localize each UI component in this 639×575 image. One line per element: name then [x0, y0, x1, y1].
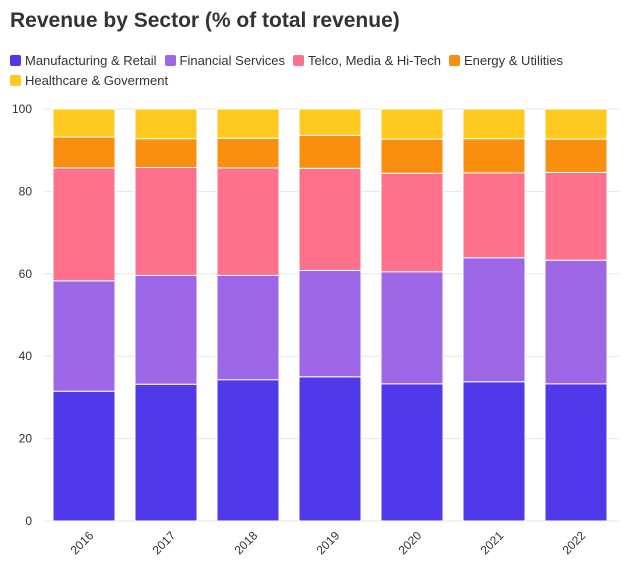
bar-segment	[298, 270, 362, 378]
legend-swatch	[164, 55, 176, 66]
bar-segment	[544, 171, 608, 261]
bar-segment	[52, 280, 116, 392]
x-tick-label: 2021	[478, 528, 507, 557]
bar-stack-2020	[380, 108, 444, 522]
y-tick-label: 0	[25, 514, 32, 528]
bar-stack-2019	[298, 108, 362, 522]
legend-swatch	[10, 55, 21, 66]
bar-segment	[216, 167, 280, 276]
legend-label: Telco, Media & Hi-Tech	[308, 53, 441, 68]
bar-stack-2021	[462, 108, 526, 522]
x-axis-ticks: 2016 2017 2018 2019 2020 2021 2022	[68, 528, 589, 557]
bar-segment	[298, 134, 362, 169]
legend-item: Healthcare & Goverment	[10, 72, 168, 89]
bar-segment	[52, 167, 116, 282]
chart-title: Revenue by Sector (% of total revenue)	[10, 9, 400, 32]
legend-swatch	[448, 55, 460, 66]
x-tick-label: 2020	[396, 528, 425, 557]
legend-item: Manufacturing & Retail	[10, 52, 157, 69]
bar-segment	[380, 271, 444, 385]
y-tick-label: 60	[19, 267, 33, 281]
legend-item: Financial Services	[164, 52, 286, 69]
y-tick-label: 40	[19, 349, 33, 363]
bar-segment	[216, 108, 280, 139]
bar-segment	[544, 259, 608, 385]
bar-segment	[134, 138, 198, 169]
bar-segment	[134, 383, 198, 522]
bar-segment	[298, 376, 362, 522]
y-tick-label: 80	[19, 184, 33, 198]
bar-segment	[52, 108, 116, 138]
bar-segment	[380, 383, 444, 522]
x-tick-label: 2019	[314, 528, 343, 557]
x-tick-label: 2018	[232, 528, 261, 557]
bar-stack-2018	[216, 108, 280, 522]
legend-label: Healthcare & Goverment	[25, 73, 169, 88]
legend-label: Energy & Utilities	[463, 53, 563, 68]
legend-swatch	[293, 55, 305, 66]
chart-legend: Manufacturing & Retail Financial Services…	[10, 52, 610, 89]
bar-segment	[544, 383, 608, 522]
bar-segment	[380, 108, 444, 140]
bar-segment	[462, 172, 526, 259]
bar-segment	[134, 167, 198, 276]
y-tick-label: 20	[19, 432, 33, 446]
x-tick-label: 2017	[150, 528, 179, 557]
bar-segment	[52, 390, 116, 522]
bar-segment	[52, 136, 116, 169]
bar-stacks	[52, 108, 608, 522]
bar-segment	[134, 108, 198, 140]
legend-item: Telco, Media & Hi-Tech	[293, 52, 441, 69]
bar-stack-2022	[544, 108, 608, 522]
y-tick-label: 100	[12, 102, 32, 116]
bar-segment	[462, 381, 526, 522]
bar-segment	[216, 274, 280, 381]
legend-item: Energy & Utilities	[448, 52, 563, 69]
x-tick-label: 2016	[68, 528, 97, 557]
bar-segment	[134, 274, 198, 385]
legend-label: Manufacturing & Retail	[25, 53, 157, 68]
legend-swatch	[10, 75, 21, 86]
y-axis-ticks: 0 20 40 60 80 100	[12, 102, 32, 528]
bar-segment	[380, 172, 444, 273]
bar-segment	[462, 108, 526, 140]
bar-stack-2017	[134, 108, 198, 522]
bar-segment	[216, 137, 280, 169]
bar-stack-2016	[52, 108, 116, 522]
bar-segment	[462, 257, 526, 383]
bar-segment	[462, 138, 526, 174]
legend-label: Financial Services	[179, 53, 286, 68]
bar-segment	[380, 138, 444, 174]
bar-segment	[298, 108, 362, 136]
bar-segment	[544, 108, 608, 140]
x-tick-label: 2022	[560, 528, 589, 557]
bar-segment	[216, 379, 280, 522]
bar-segment	[298, 167, 362, 272]
bar-segment	[544, 138, 608, 173]
